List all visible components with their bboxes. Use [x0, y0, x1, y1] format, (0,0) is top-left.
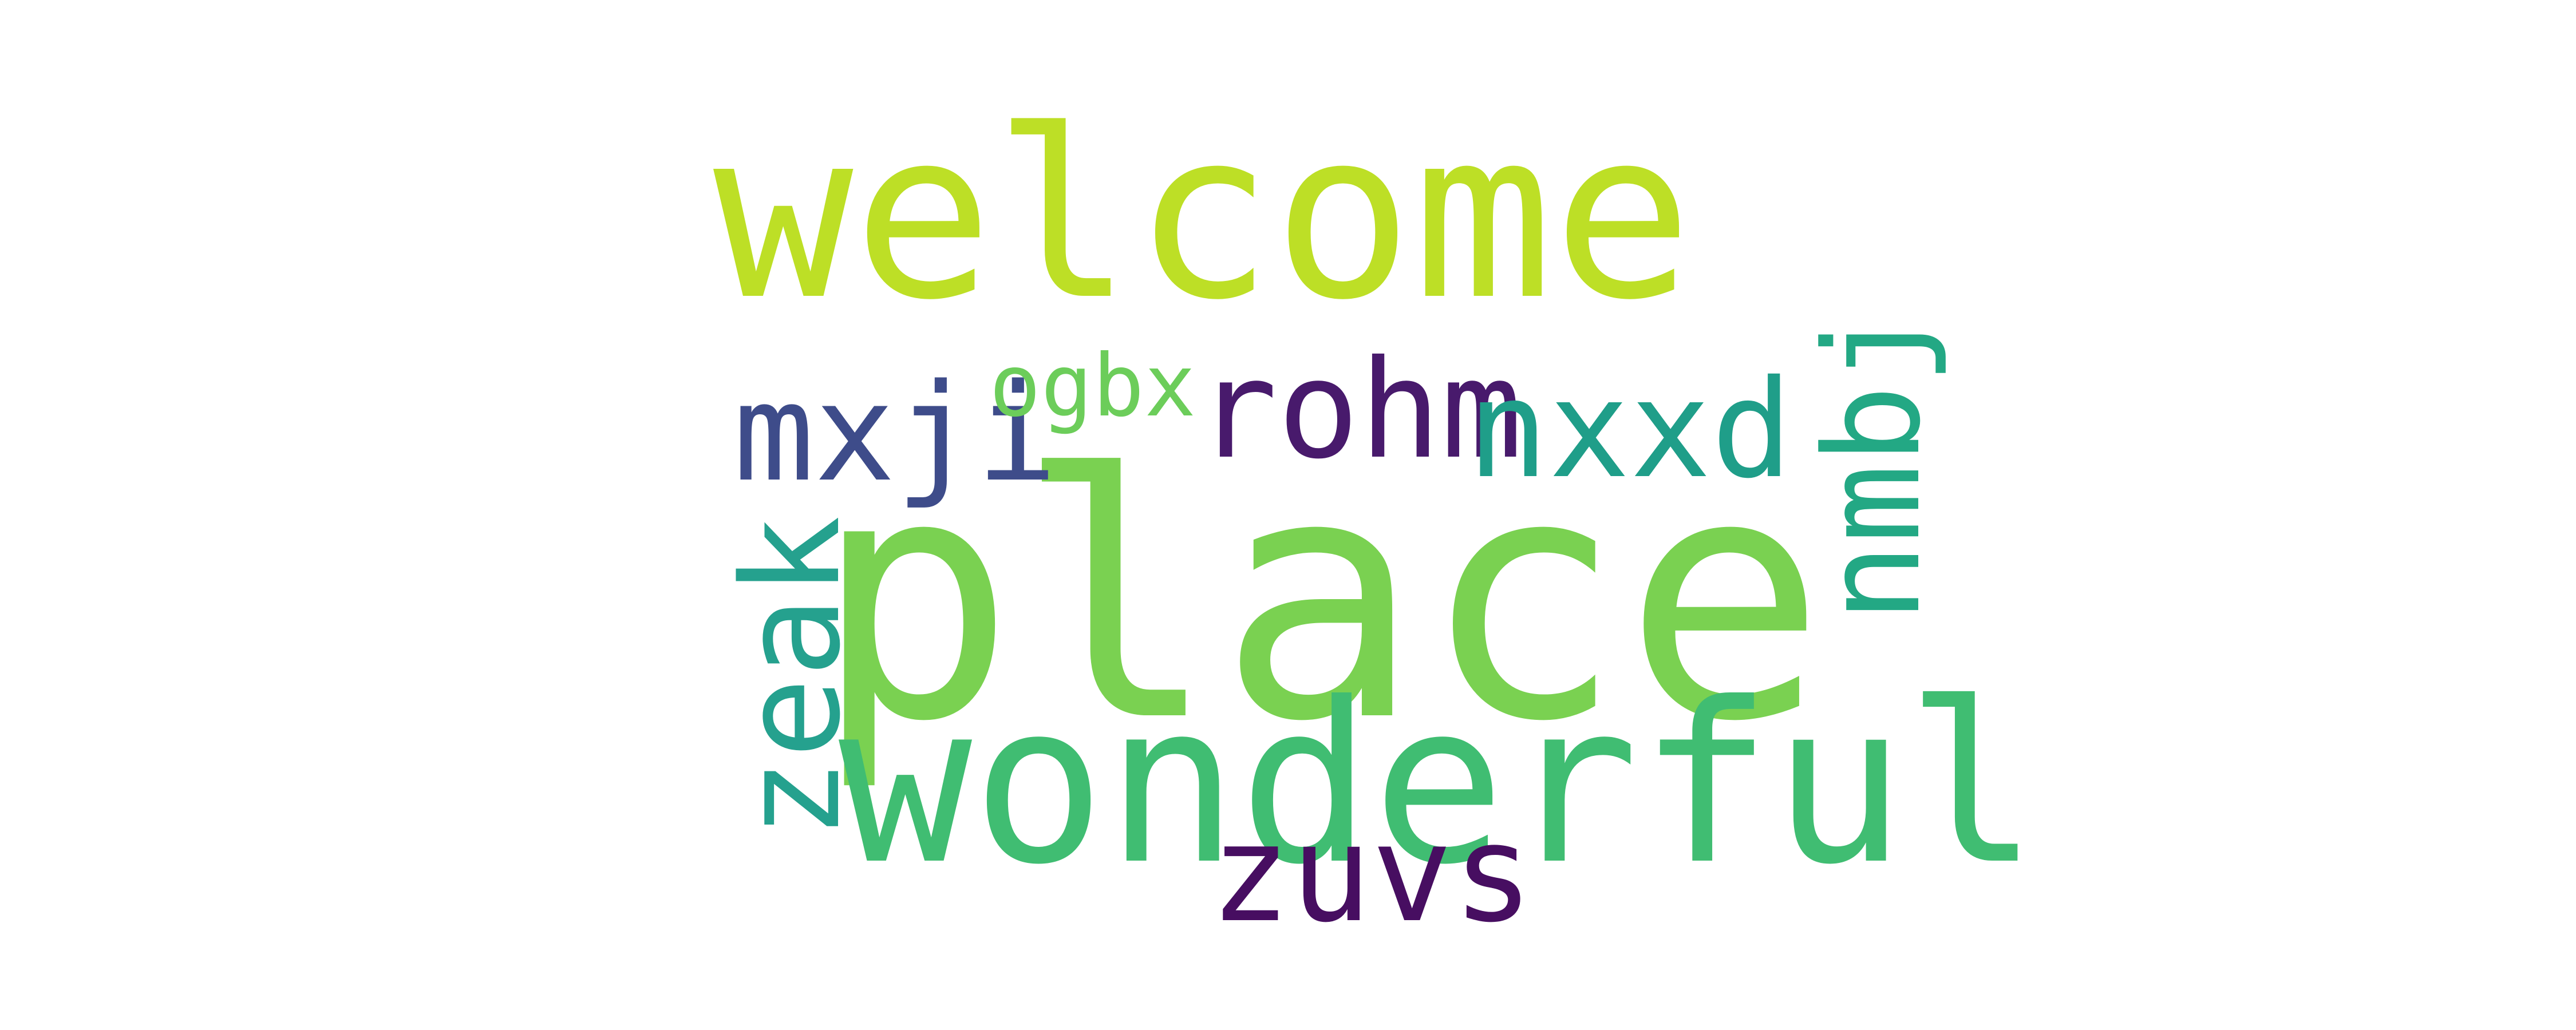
word-zeak: zeak — [714, 516, 870, 839]
word-ogbx: ogbx — [989, 336, 1196, 436]
word-nmbj: nmbj — [1797, 306, 1950, 623]
word-rohm: rohm — [1196, 331, 1523, 489]
word-mxji: mxji — [733, 355, 1057, 512]
word-place: place — [813, 403, 1827, 795]
word-nxxd: nxxd — [1467, 351, 1793, 508]
word-wonderful: wonderful — [839, 656, 2039, 913]
word-zuvs: zuvs — [1210, 796, 1534, 952]
word-welcome: welcome — [713, 80, 1693, 351]
